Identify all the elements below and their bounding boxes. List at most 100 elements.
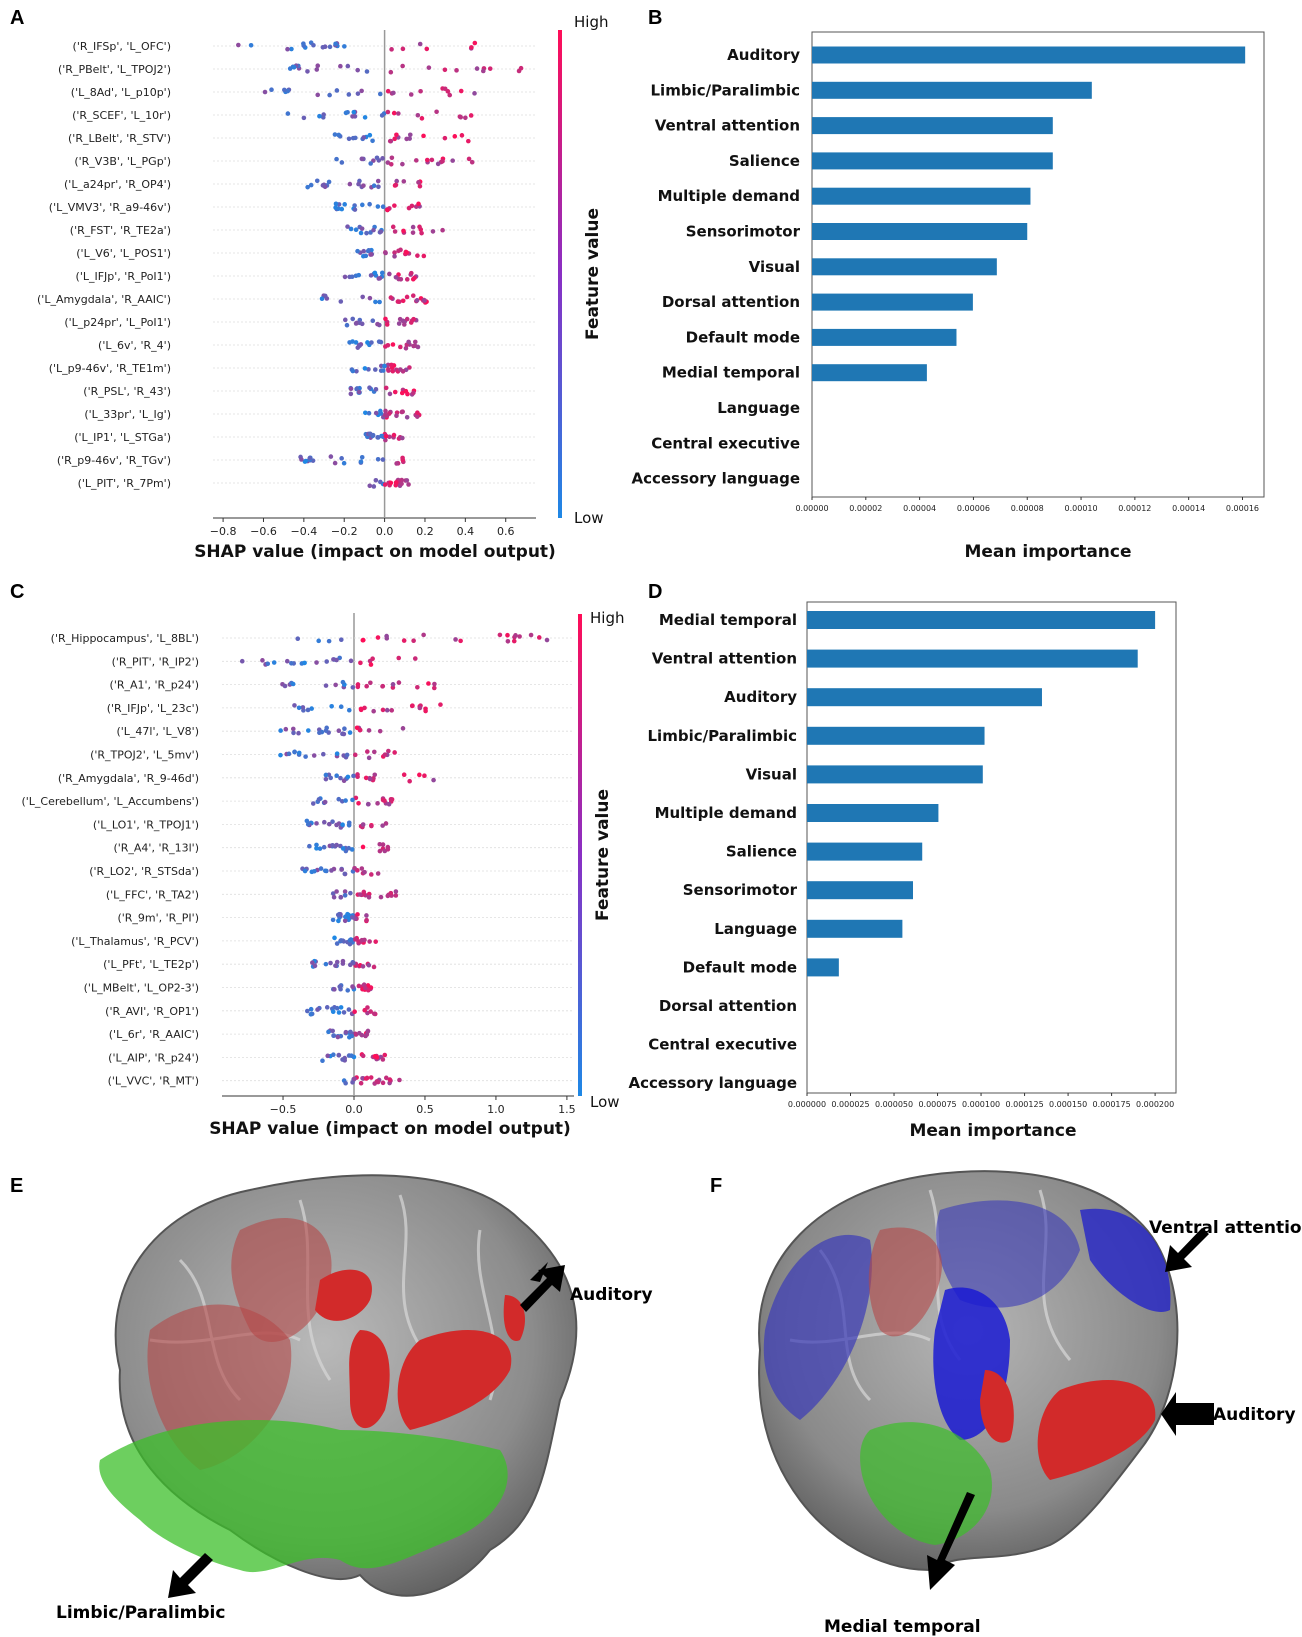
x-tick-label: 0.000025 [831,1100,869,1109]
shap-point [469,159,475,165]
shap-point [317,730,322,736]
shap-point [328,454,334,459]
feature-label: ('L_p24pr', 'L_PoI1') [64,316,171,329]
shap-point [409,270,414,276]
shap-point [431,685,437,691]
shap-point [384,322,390,327]
category-label: Medial temporal [662,364,800,382]
shap-point [387,391,393,397]
feature-label: ('L_6v', 'R_4') [98,339,171,352]
feature-label: ('L_Cerebellum', 'L_Accumbens') [21,795,199,808]
bar [812,81,1092,99]
arrow-f-ventral [1165,1228,1209,1272]
shap-point [291,64,297,70]
shap-point [434,109,439,115]
shap-point [344,322,350,328]
shap-point [292,749,297,755]
shap-point [335,912,341,918]
x-tick-label: −0.4 [290,525,317,538]
shap-point [325,1053,331,1059]
shap-point [346,136,352,142]
shap-point [400,455,405,461]
shap-point [305,184,310,190]
shap-point [338,894,344,900]
shap-point [304,818,310,824]
bar-chart-d: Medial temporal Ventral attention Auditory… [628,601,1177,1141]
shap-point [307,843,312,849]
x-tick-label: 1.0 [487,1103,505,1116]
shap-point [262,89,268,95]
shap-point [331,894,337,900]
shap-point [343,798,348,803]
shap-point [412,656,418,661]
shap-point [407,365,412,370]
shap-point [412,339,418,345]
shap-point [317,846,323,851]
shap-point [370,656,375,662]
shap-point [414,298,420,303]
shap-point [356,181,361,187]
shap-point [335,1034,341,1040]
shap-point [432,681,437,687]
shap-point [375,635,381,640]
shap-point [334,751,340,756]
shap-point [328,960,333,966]
shap-point [380,683,386,689]
x-tick-label: 0.00016 [1226,504,1259,513]
category-label: Auditory [727,46,800,64]
shap-point [367,431,373,437]
x-tick-label: 0.000125 [1005,1100,1043,1109]
category-label: Visual [746,765,797,783]
shap-point [323,683,329,688]
category-label: Dorsal attention [662,293,800,311]
shap-point [239,658,245,664]
shap-point [364,917,369,923]
shap-point [466,138,471,144]
category-label: Sensorimotor [683,881,798,899]
shap-point [369,340,374,345]
shap-point [366,410,372,416]
shap-point [366,367,371,372]
x-tick-label: 0.2 [416,525,434,538]
feature-label: ('L_V6', 'L_POS1') [76,247,171,260]
shap-point [358,230,364,236]
shap-point [248,43,254,48]
shap-point [387,1077,393,1082]
shap-point [417,705,423,711]
shap-point [343,1080,348,1086]
feature-label: ('L_PIT', 'R_7Pm') [78,477,171,490]
shap-point [336,1010,342,1015]
category-label: Ventral attention [655,117,800,135]
shap-point [343,914,348,920]
shap-point [352,1076,357,1082]
feature-label: ('L_PFt', 'L_TE2p') [103,958,199,971]
shap-point [339,456,344,461]
shap-point [364,913,369,918]
shap-point [331,1052,336,1058]
shap-point [393,893,399,898]
arrow-f-auditory [1161,1392,1214,1436]
region-e-limbic [99,1420,508,1573]
shap-point [315,63,321,69]
shap-point [330,1028,335,1034]
shap-point [517,634,522,639]
shap-point [305,707,311,713]
shap-point [333,41,338,47]
shap-point [366,962,372,968]
shap-point [260,658,265,663]
feature-label: ('R_9m', 'R_PI') [117,912,199,925]
shap-point [385,160,391,165]
shap-point [326,638,332,644]
shap-point [359,88,364,94]
shap-point [339,160,345,165]
shap-point [390,368,396,374]
category-label: Medial temporal [659,611,797,629]
shap-point [366,891,372,897]
shap-point [332,987,337,992]
shap-point [511,638,517,644]
feature-label: ('L_AIP', 'R_p24') [108,1051,199,1064]
shap-point [349,274,355,280]
category-label: Salience [729,152,800,170]
shap-point [410,230,416,235]
shap-point [340,958,346,964]
